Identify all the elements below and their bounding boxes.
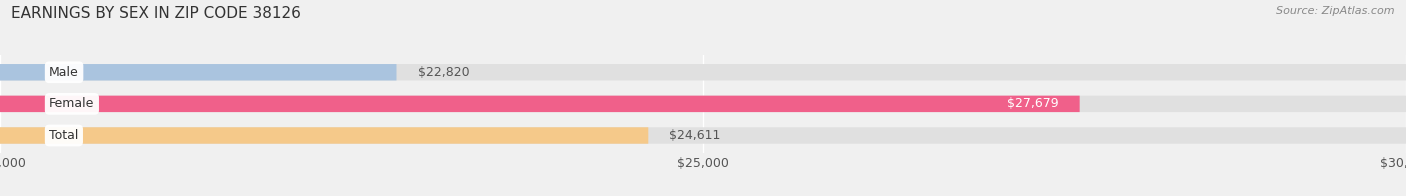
Text: $27,679: $27,679 — [1007, 97, 1059, 110]
FancyBboxPatch shape — [0, 96, 1080, 112]
Text: Female: Female — [49, 97, 94, 110]
Text: $22,820: $22,820 — [418, 66, 470, 79]
FancyBboxPatch shape — [0, 64, 396, 81]
Text: Male: Male — [49, 66, 79, 79]
FancyBboxPatch shape — [0, 64, 1406, 81]
Text: EARNINGS BY SEX IN ZIP CODE 38126: EARNINGS BY SEX IN ZIP CODE 38126 — [11, 6, 301, 21]
FancyBboxPatch shape — [0, 96, 1406, 112]
Text: $24,611: $24,611 — [669, 129, 721, 142]
FancyBboxPatch shape — [0, 127, 648, 144]
Text: Total: Total — [49, 129, 79, 142]
FancyBboxPatch shape — [0, 127, 1406, 144]
Text: Source: ZipAtlas.com: Source: ZipAtlas.com — [1277, 6, 1395, 16]
